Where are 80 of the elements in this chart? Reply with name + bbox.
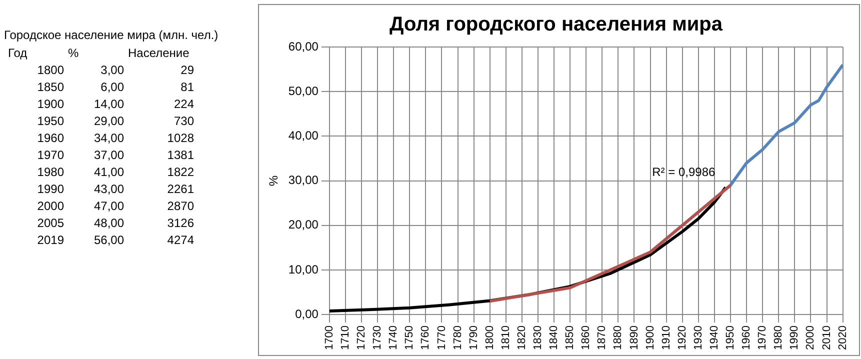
x-tick-label: 1830 — [532, 326, 544, 350]
x-tick-label: 1890 — [628, 326, 640, 350]
x-tick-label: 1730 — [372, 326, 384, 350]
x-tick-label: 1770 — [436, 326, 448, 350]
x-tick-label: 2000 — [804, 326, 817, 350]
text: 3126 — [166, 216, 194, 230]
y-axis-title: % — [266, 175, 281, 186]
text: 1900 — [36, 97, 64, 111]
text: 43,00 — [92, 182, 124, 196]
text: 1960 — [36, 131, 64, 145]
text: Год — [7, 46, 28, 60]
x-tick-label: 1700 — [323, 326, 336, 350]
x-tick-label: 1900 — [644, 326, 656, 350]
text: % — [67, 46, 80, 60]
x-tick-label: 1750 — [404, 326, 416, 350]
x-tick-label: 1980 — [772, 326, 785, 350]
x-tick-label: 1760 — [420, 326, 432, 350]
x-tick-label: 1930 — [692, 326, 704, 350]
text: 29,00 — [92, 114, 124, 128]
x-tick-label: 1840 — [548, 326, 560, 350]
text: 4274 — [166, 233, 194, 247]
x-tick-label: 1990 — [788, 326, 801, 350]
y-tick-label: 40,00 — [288, 128, 319, 142]
text: 3,00 — [100, 63, 124, 77]
text: 48,00 — [92, 216, 124, 230]
y-tick-label: 10,00 — [288, 262, 319, 276]
x-tick-label: 2010 — [820, 326, 833, 350]
x-tick-label: 1740 — [388, 326, 400, 350]
x-tick-label: 1910 — [660, 326, 672, 350]
text: 1980 — [36, 165, 64, 179]
x-tick-label: 1940 — [708, 326, 720, 350]
x-tick-label: 1880 — [612, 326, 624, 350]
text: 2005 — [36, 216, 64, 230]
text: 1950 — [36, 114, 64, 128]
text: 2870 — [166, 199, 194, 213]
x-tick-label: 1780 — [452, 326, 464, 350]
x-tick-label: 1850 — [564, 326, 576, 350]
x-tick-label: 1860 — [580, 326, 592, 350]
x-tick-label: 1810 — [500, 326, 512, 350]
text: 29 — [180, 63, 194, 77]
x-tick-label: 1970 — [756, 326, 769, 350]
y-tick-label: 60,00 — [288, 39, 319, 54]
text: 41,00 — [92, 165, 124, 179]
text: 1028 — [166, 131, 194, 145]
text: 47,00 — [92, 199, 124, 213]
text: 2000 — [36, 199, 64, 213]
x-tick-label: 1800 — [484, 326, 496, 350]
x-tick-label: 1960 — [740, 326, 753, 350]
x-tick-label: 1710 — [340, 326, 352, 350]
text: 730 — [172, 114, 194, 128]
text: 1990 — [36, 182, 64, 196]
x-tick-label: 1790 — [468, 326, 480, 350]
text: Городское население мира (млн. чел.) — [4, 28, 220, 42]
chart-title: Доля городского населения мира — [390, 14, 724, 36]
text: 1970 — [36, 148, 64, 162]
text: 1822 — [166, 165, 194, 179]
text: 56,00 — [92, 233, 124, 247]
annotation: R² = 0,9986 — [652, 165, 716, 180]
text: 34,00 — [92, 131, 124, 145]
text: 2261 — [166, 182, 194, 196]
text: 224 — [172, 97, 194, 111]
x-tick-label: 1820 — [516, 326, 528, 350]
text: 1800 — [36, 63, 64, 77]
x-tick-label: 1870 — [596, 326, 608, 350]
text: 6,00 — [100, 80, 124, 94]
text: 1850 — [36, 80, 64, 94]
text: 1381 — [166, 148, 194, 162]
x-tick-label: 1950 — [724, 326, 737, 350]
text: Население — [127, 46, 190, 60]
y-tick-label: 50,00 — [288, 84, 319, 98]
text: 37,00 — [92, 148, 124, 162]
x-tick-label: 1720 — [356, 326, 368, 350]
text: 81 — [180, 80, 194, 94]
x-tick-label: 2020 — [836, 326, 849, 350]
text: 2019 — [36, 233, 64, 247]
x-tick-label: 1920 — [676, 326, 688, 350]
y-tick-label: 0,00 — [295, 306, 319, 321]
y-tick-label: 30,00 — [288, 173, 319, 188]
text: 14,00 — [92, 97, 124, 111]
y-tick-label: 20,00 — [288, 218, 319, 232]
